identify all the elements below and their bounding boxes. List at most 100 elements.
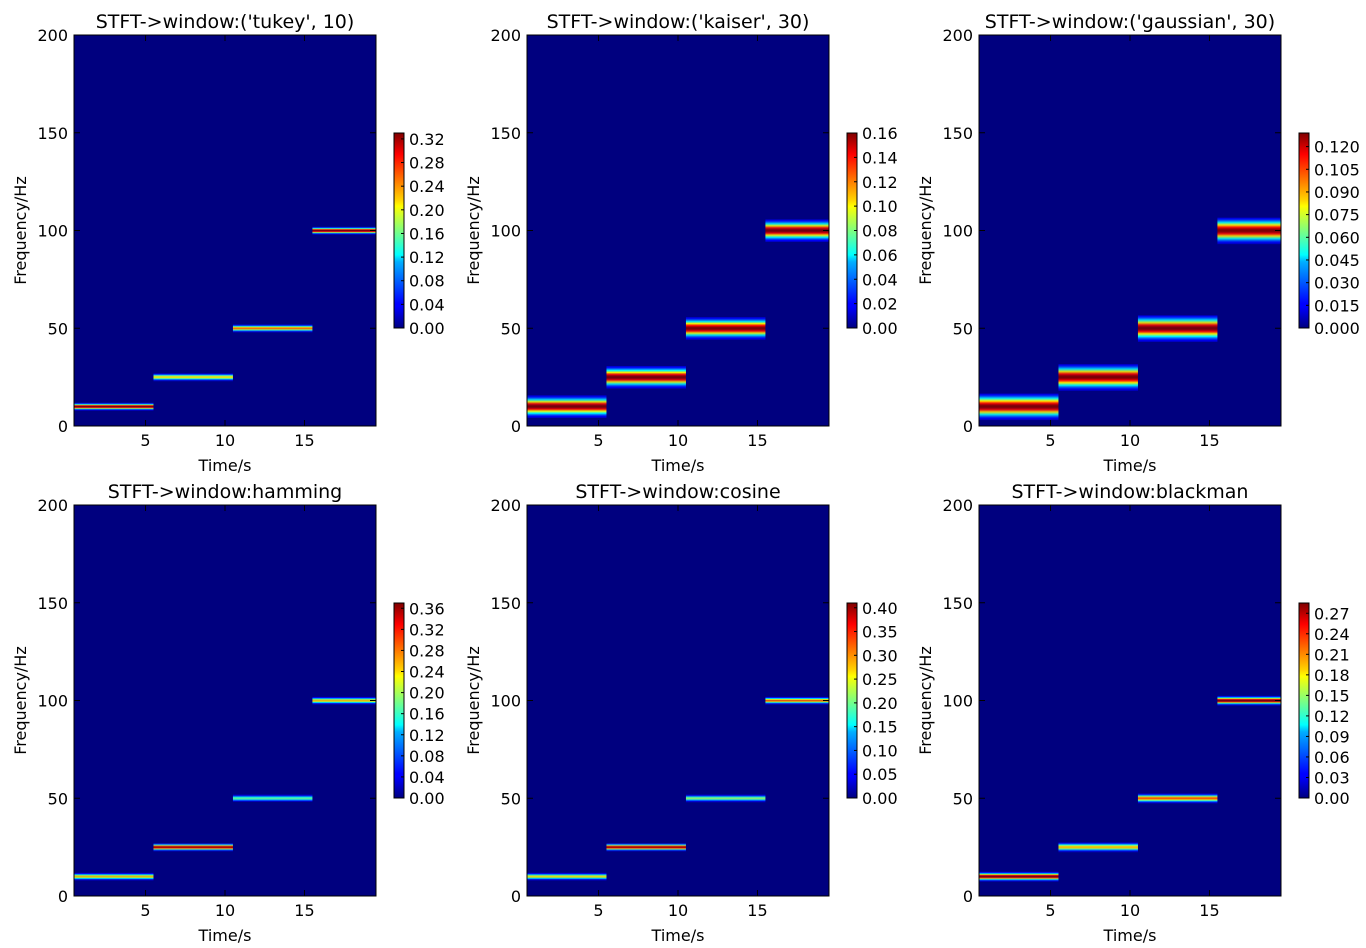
heatmap-cell [1058,368,1138,370]
heatmap-cell [685,327,766,329]
heatmap-cell [232,325,313,327]
heatmap-cell [1058,374,1138,376]
colorbar-tick-label: 0.16 [409,705,445,724]
spectral-band-4 [1217,695,1281,706]
heatmap-cell [979,872,1059,874]
heatmap-cell [1137,336,1218,338]
heatmap-cell [979,879,1059,881]
heatmap-cell [527,408,607,410]
heatmap-cell [606,849,686,851]
x-axis-label: Time/s [198,926,252,945]
colorbar-tick-label: 0.120 [1314,138,1360,157]
heatmap-cell [685,335,766,337]
heatmap-cell [312,231,376,233]
spectral-band-3 [685,317,766,340]
heatmap-cell [765,696,829,698]
heatmap-cell [606,385,686,387]
y-tick-label: 100 [37,222,68,241]
colorbar-tick-label: 0.090 [1314,183,1360,202]
heatmap-cell [1217,699,1281,701]
heatmap-cell [606,376,686,378]
heatmap-cell [1217,243,1281,245]
colorbar: 0.00 0.04 0.08 0.12 0.16 0.20 0.24 0.28 0.32 0.36 [393,599,445,808]
heatmap-cell [312,232,376,234]
heatmap-cell [1217,697,1281,699]
heatmap-cell [1137,323,1218,325]
heatmap-cell [1217,231,1281,233]
subplot-6: 5 10 15050100150200STFT->window:blackmanTi… [916,481,1350,945]
heatmap-cell [685,334,766,336]
colorbar-tick-label: 0.060 [1314,228,1360,247]
y-tick-label: 50 [501,319,521,338]
colorbar-tick-label: 0.18 [1314,666,1350,685]
colorbar-tick-label: 0.00 [1314,789,1350,808]
heatmap-cell [979,395,1059,397]
heatmap-cell [765,225,829,227]
heatmap-cell [606,383,686,385]
heatmap-cell [685,324,766,326]
spectral-band-1 [74,872,154,881]
heatmap-cell [765,236,829,238]
x-axis-label: Time/s [1103,456,1157,475]
y-tick-label: 150 [490,124,521,143]
heatmap-cell [1137,801,1218,803]
heatmap-cell [1217,221,1281,223]
colorbar-tick-label: 0.24 [409,177,445,196]
x-tick-label: 5 [140,901,150,920]
heatmap-cell [1058,375,1138,377]
colorbar-tick-label: 0.20 [409,201,445,220]
heatmap-cell [979,394,1059,396]
heatmap-cell [765,239,829,240]
heatmap-cell [232,327,313,329]
heatmap-cell [1137,320,1218,322]
heatmap-cell [1137,340,1218,342]
heatmap-cell [1137,331,1218,333]
heatmap-cell [765,220,829,222]
heatmap-cell [765,222,829,224]
colorbar-tick-label: 0.12 [1314,707,1350,726]
heatmap-cell [606,378,686,380]
heatmap-cell [979,406,1059,408]
y-tick-label: 100 [490,222,521,241]
heatmap-cell [1217,695,1281,697]
colorbar: 0.00 0.05 0.10 0.15 0.20 0.25 0.30 0.35 0.40 [846,599,898,808]
heatmap-cell [527,412,607,413]
heatmap-cell [979,399,1059,401]
spectral-band-1 [74,402,154,411]
heatmap-cell [527,876,607,878]
heatmap-cell [153,849,233,851]
y-axis-label: Frequency/Hz [916,646,935,754]
heatmap-cell [1137,315,1218,317]
heatmap-cell [1217,224,1281,226]
heatmap-cell [1058,843,1138,845]
colorbar-tick-label: 0.000 [1314,319,1360,338]
heatmap-cell [606,386,686,388]
heatmap-cell [1058,385,1138,387]
heatmap-cell [312,227,376,229]
heatmap-cell [979,414,1059,416]
heatmap-cell [606,848,686,850]
heatmap-cell [153,845,233,847]
heatmap-cell [606,368,686,370]
subplot-title: STFT->window:('tukey', 10) [96,11,355,33]
heatmap-cell [1058,373,1138,375]
heatmap-cell [979,393,1059,395]
heatmap-cell [979,871,1059,873]
y-tick-label: 150 [942,124,973,143]
colorbar-tick-label: 0.27 [1314,604,1350,623]
colorbar-tick-label: 0.28 [409,154,445,173]
subplot-5: 5 10 15050100150200STFT->window:cosineTime… [464,481,898,945]
colorbar-tick-label: 0.16 [409,224,445,243]
heatmap-cell [153,375,233,377]
y-axis-label: Frequency/Hz [11,176,30,284]
spectral-band-3 [685,794,766,803]
heatmap-cell [606,387,686,389]
heatmap-cell [1217,233,1281,235]
spectral-band-3 [1137,793,1218,804]
heatmap-cell [1058,380,1138,382]
heatmap-cell [232,798,313,800]
colorbar-tick-label: 0.30 [862,646,898,665]
x-tick-label: 5 [140,431,150,450]
heatmap-cell [153,377,233,379]
